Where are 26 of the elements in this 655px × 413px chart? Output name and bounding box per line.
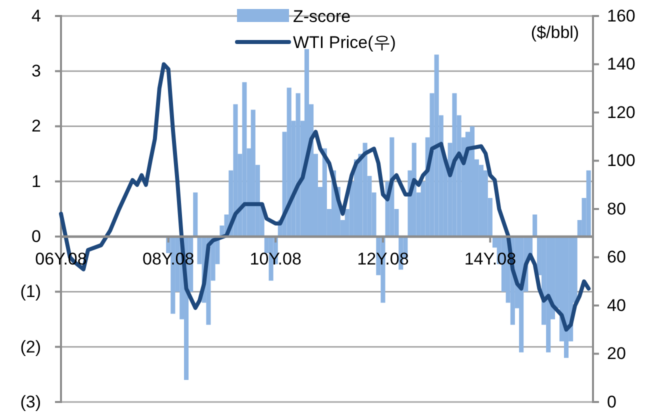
y-tick-label: (1) (20, 282, 41, 302)
y2-axis-title: ($/bbl) (530, 23, 580, 42)
bar (532, 214, 538, 237)
y-tick-label: 1 (32, 172, 41, 191)
y2-tick-label: 60 (607, 248, 626, 267)
legend-label: WTI Price(우) (293, 33, 396, 52)
y-tick-label: (2) (20, 337, 41, 356)
bar (586, 170, 591, 237)
x-tick-label: 10Y.08 (250, 250, 302, 269)
y-tick-label: 3 (32, 62, 41, 81)
y2-tick-label: 40 (607, 296, 626, 315)
y2-tick-label: 0 (607, 392, 616, 412)
legend-label: Z-score (293, 7, 351, 26)
bar (193, 192, 198, 237)
y2-tick-label: 120 (607, 102, 636, 122)
y2-tick-label: 20 (607, 344, 626, 364)
y2-tick-label: 100 (607, 151, 636, 170)
y-tick-label: 2 (32, 116, 41, 136)
y-tick-label: 4 (32, 6, 41, 26)
y-tick-label: (3) (20, 392, 41, 412)
y2-tick-label: 160 (607, 6, 636, 26)
y2-tick-label: 80 (607, 199, 626, 218)
x-tick-label: 12Y.08 (357, 250, 409, 269)
y-tick-label: 0 (32, 227, 41, 246)
bar (564, 236, 569, 358)
y2-tick-label: 140 (607, 54, 636, 74)
